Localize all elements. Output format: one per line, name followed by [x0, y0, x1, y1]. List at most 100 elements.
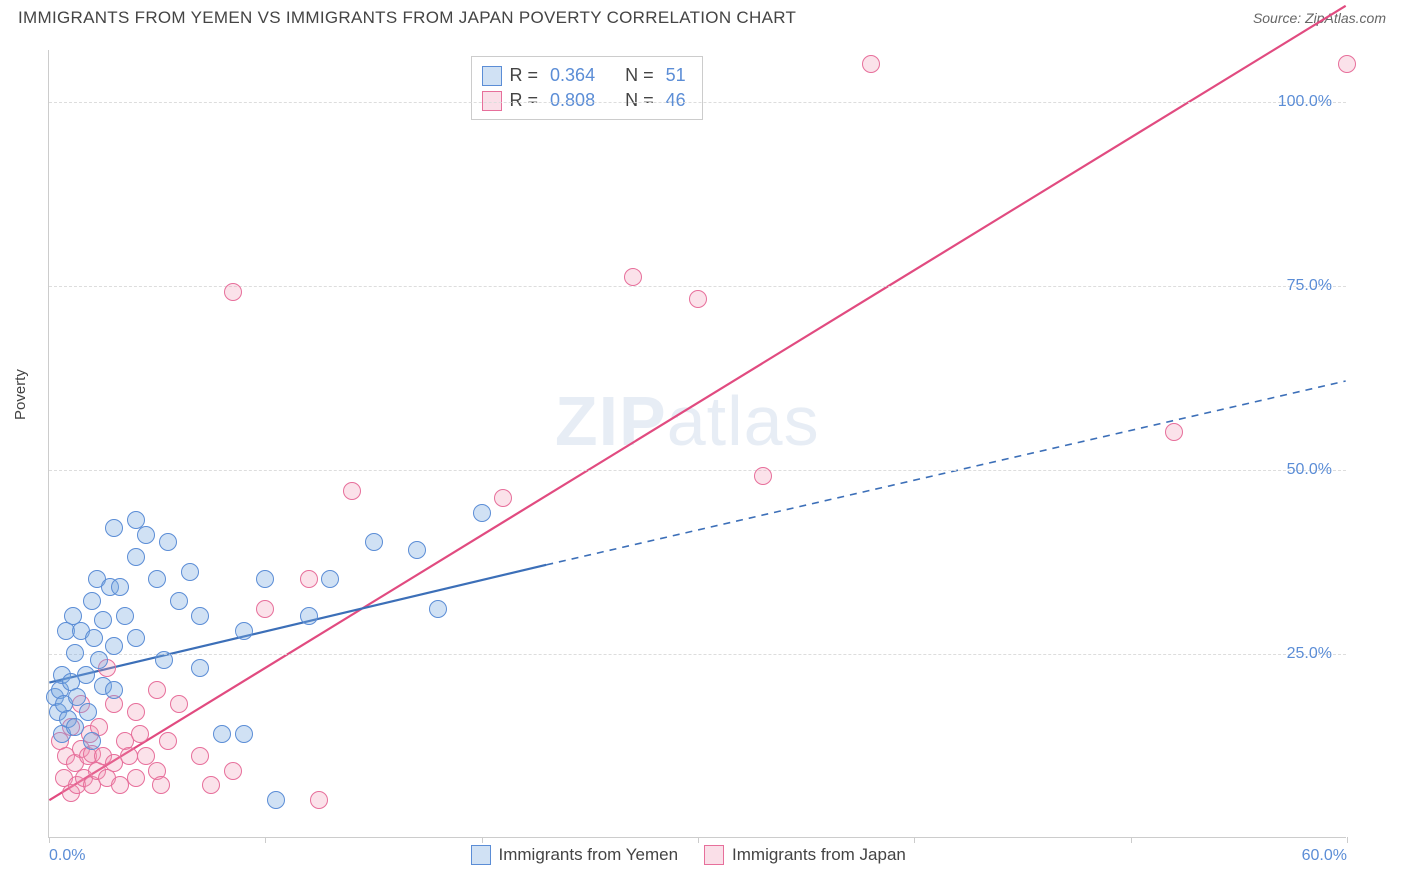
- n-value-yemen: 51: [662, 65, 690, 86]
- data-point-yemen: [83, 732, 101, 750]
- legend-item-yemen: Immigrants from Yemen: [471, 845, 679, 865]
- legend-label-japan: Immigrants from Japan: [732, 845, 906, 865]
- data-point-yemen: [127, 629, 145, 647]
- swatch-yemen-icon: [471, 845, 491, 865]
- swatch-yemen-icon: [482, 66, 502, 86]
- y-axis-label: Poverty: [12, 369, 29, 420]
- legend-label-yemen: Immigrants from Yemen: [499, 845, 679, 865]
- data-point-japan: [224, 283, 242, 301]
- data-point-yemen: [66, 644, 84, 662]
- x-tick: [49, 837, 50, 843]
- data-point-yemen: [90, 651, 108, 669]
- r-label: R =: [510, 90, 539, 111]
- legend-stats: R = 0.364 N = 51 R = 0.808 N = 46: [471, 56, 703, 120]
- data-point-japan: [1165, 423, 1183, 441]
- data-point-yemen: [159, 533, 177, 551]
- data-point-japan: [494, 489, 512, 507]
- data-point-yemen: [155, 651, 173, 669]
- data-point-yemen: [148, 570, 166, 588]
- trend-lines: [49, 50, 1346, 837]
- data-point-yemen: [170, 592, 188, 610]
- data-point-yemen: [213, 725, 231, 743]
- y-tick-label: 50.0%: [1287, 461, 1332, 479]
- data-point-yemen: [79, 703, 97, 721]
- x-tick: [265, 837, 266, 843]
- r-label: R =: [510, 65, 539, 86]
- y-tick-label: 75.0%: [1287, 277, 1332, 295]
- data-point-japan: [152, 776, 170, 794]
- data-point-japan: [127, 703, 145, 721]
- data-point-yemen: [473, 504, 491, 522]
- data-point-japan: [191, 747, 209, 765]
- data-point-yemen: [94, 611, 112, 629]
- n-value-japan: 46: [662, 90, 690, 111]
- data-point-japan: [624, 268, 642, 286]
- data-point-yemen: [111, 578, 129, 596]
- data-point-japan: [120, 747, 138, 765]
- data-point-yemen: [85, 629, 103, 647]
- gridline: [49, 470, 1346, 471]
- x-tick: [914, 837, 915, 843]
- y-tick-label: 100.0%: [1278, 93, 1332, 111]
- chart-title: IMMIGRANTS FROM YEMEN VS IMMIGRANTS FROM…: [18, 8, 796, 28]
- data-point-yemen: [235, 725, 253, 743]
- r-value-japan: 0.808: [546, 90, 599, 111]
- legend-item-japan: Immigrants from Japan: [704, 845, 906, 865]
- data-point-japan: [343, 482, 361, 500]
- chart-plot-area: ZIPatlas R = 0.364 N = 51 R = 0.808 N = …: [48, 50, 1346, 838]
- r-value-yemen: 0.364: [546, 65, 599, 86]
- data-point-yemen: [300, 607, 318, 625]
- data-point-japan: [754, 467, 772, 485]
- x-tick-label: 0.0%: [49, 847, 85, 865]
- data-point-yemen: [235, 622, 253, 640]
- n-label: N =: [625, 65, 654, 86]
- y-tick-label: 25.0%: [1287, 645, 1332, 663]
- x-tick: [1131, 837, 1132, 843]
- x-tick: [482, 837, 483, 843]
- legend-row-yemen: R = 0.364 N = 51: [482, 63, 690, 88]
- data-point-yemen: [127, 548, 145, 566]
- data-point-yemen: [105, 637, 123, 655]
- data-point-japan: [300, 570, 318, 588]
- source-label: Source: ZipAtlas.com: [1253, 10, 1386, 26]
- legend-series: Immigrants from Yemen Immigrants from Ja…: [471, 845, 906, 865]
- x-tick: [1347, 837, 1348, 843]
- data-point-japan: [170, 695, 188, 713]
- data-point-yemen: [83, 592, 101, 610]
- data-point-yemen: [321, 570, 339, 588]
- swatch-japan-icon: [704, 845, 724, 865]
- data-point-japan: [127, 769, 145, 787]
- data-point-japan: [131, 725, 149, 743]
- swatch-japan-icon: [482, 91, 502, 111]
- data-point-japan: [224, 762, 242, 780]
- data-point-yemen: [105, 519, 123, 537]
- data-point-yemen: [408, 541, 426, 559]
- data-point-japan: [1338, 55, 1356, 73]
- data-point-yemen: [191, 659, 209, 677]
- data-point-japan: [159, 732, 177, 750]
- data-point-yemen: [77, 666, 95, 684]
- data-point-japan: [148, 681, 166, 699]
- data-point-yemen: [116, 607, 134, 625]
- data-point-japan: [689, 290, 707, 308]
- n-label: N =: [625, 90, 654, 111]
- data-point-japan: [862, 55, 880, 73]
- data-point-yemen: [429, 600, 447, 618]
- data-point-yemen: [191, 607, 209, 625]
- x-tick-label: 60.0%: [1302, 847, 1347, 865]
- gridline: [49, 286, 1346, 287]
- gridline: [49, 102, 1346, 103]
- data-point-yemen: [105, 681, 123, 699]
- data-point-yemen: [181, 563, 199, 581]
- data-point-yemen: [256, 570, 274, 588]
- data-point-japan: [256, 600, 274, 618]
- data-point-yemen: [66, 718, 84, 736]
- data-point-yemen: [267, 791, 285, 809]
- x-tick: [698, 837, 699, 843]
- legend-row-japan: R = 0.808 N = 46: [482, 88, 690, 113]
- data-point-japan: [310, 791, 328, 809]
- data-point-japan: [202, 776, 220, 794]
- data-point-yemen: [137, 526, 155, 544]
- data-point-yemen: [365, 533, 383, 551]
- gridline: [49, 654, 1346, 655]
